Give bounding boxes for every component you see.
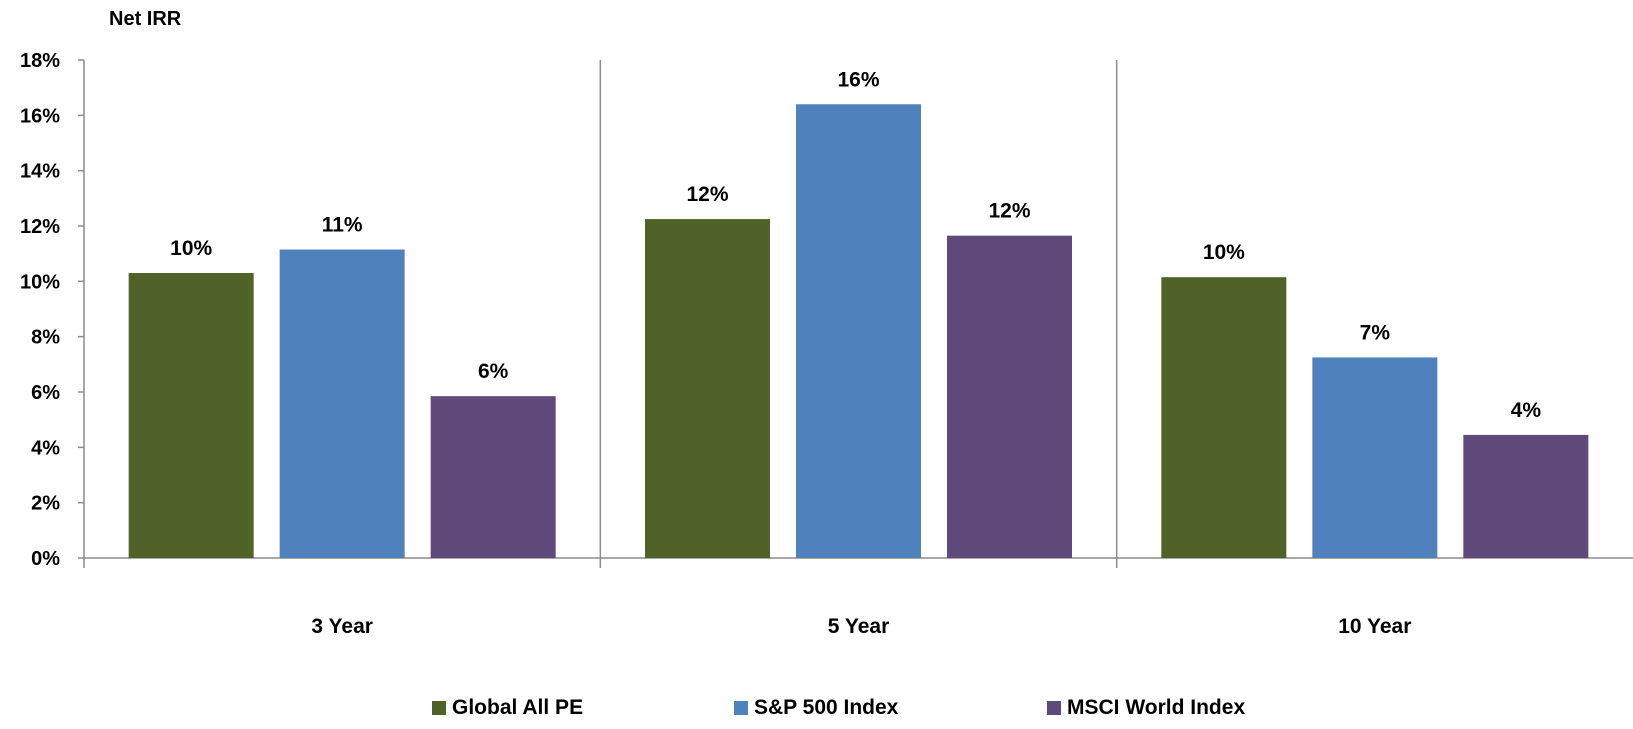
y-tick-label: 18% — [20, 50, 60, 72]
data-label: 10% — [1203, 241, 1245, 264]
data-label: 6% — [478, 360, 509, 383]
category-label: 10 Year — [1338, 615, 1411, 638]
bar — [1312, 357, 1438, 558]
y-tick-label: 12% — [20, 216, 60, 238]
data-label: 11% — [322, 214, 363, 237]
data-label: 12% — [686, 183, 728, 206]
y-tick-label: 14% — [20, 161, 60, 183]
y-tick-label: 6% — [31, 382, 60, 404]
bar — [796, 104, 921, 559]
data-label: 7% — [1360, 321, 1391, 344]
bar — [279, 249, 405, 558]
legend-swatch — [734, 701, 748, 715]
data-label: 10% — [170, 237, 212, 260]
y-tick-label: 4% — [31, 437, 60, 459]
legend: Global All PE S&P 500 Index MSCI World Ind… — [0, 696, 1633, 726]
y-tick-label: 8% — [31, 327, 60, 349]
bar — [947, 235, 1072, 558]
y-tick-label: 2% — [31, 493, 60, 515]
legend-label: MSCI World Index — [1067, 696, 1246, 719]
bar — [645, 219, 770, 559]
legend-label: Global All PE — [452, 696, 584, 719]
bar — [128, 273, 254, 558]
y-axis-title: Net IRR — [109, 8, 182, 30]
category-label: 5 Year — [828, 615, 890, 638]
data-label: 16% — [837, 68, 879, 91]
category-label: 3 Year — [311, 615, 373, 638]
bar — [1161, 277, 1287, 558]
legend-swatch — [432, 701, 446, 715]
legend-item: MSCI World Index — [1047, 696, 1245, 720]
y-tick-label: 16% — [20, 105, 60, 127]
legend-item: S&P 500 Index — [734, 696, 898, 720]
bar — [430, 396, 556, 558]
legend-label: S&P 500 Index — [754, 696, 899, 719]
data-label: 4% — [1511, 399, 1542, 422]
y-tick-label: 10% — [20, 271, 60, 293]
legend-swatch — [1047, 701, 1061, 715]
y-tick-label: 0% — [31, 548, 60, 570]
bar — [1463, 434, 1589, 558]
data-label: 12% — [988, 200, 1030, 223]
legend-item: Global All PE — [432, 696, 583, 720]
